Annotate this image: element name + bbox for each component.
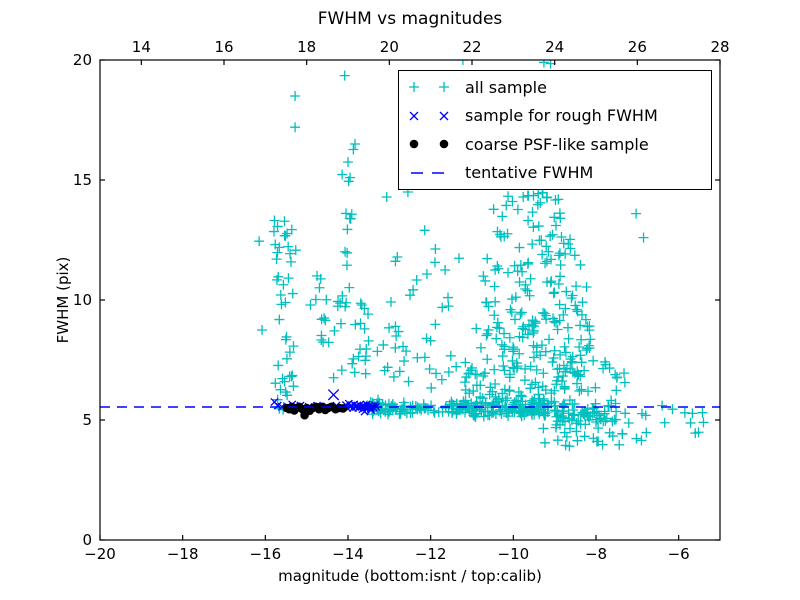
dot-markers-icon <box>405 137 457 151</box>
tick-label: 18 <box>297 38 316 56</box>
tick-label: −16 <box>250 545 282 563</box>
legend: all sample sample for rough FWHM coarse … <box>398 70 712 190</box>
x-markers-icon <box>405 109 457 123</box>
tick-label: −12 <box>415 545 447 563</box>
tick-label: −8 <box>585 545 607 563</box>
tick-label: −10 <box>498 545 530 563</box>
chart-title: FWHM vs magnitudes <box>317 9 503 29</box>
tick-label: −14 <box>332 545 364 563</box>
tick-label: 15 <box>73 171 92 189</box>
tick-label: 26 <box>628 38 647 56</box>
tick-label: 22 <box>462 38 481 56</box>
tick-label: 14 <box>132 38 151 56</box>
tick-label: 28 <box>710 38 729 56</box>
tick-label: −18 <box>167 545 199 563</box>
legend-item: tentative FWHM <box>399 159 711 188</box>
axis-tick-labels: −20 −18 −16 −14 −12 −10 −8 −6 14 16 18 20 22 24 26 28 0 5… <box>73 38 730 563</box>
legend-item: all sample <box>399 73 711 102</box>
legend-item-label: tentative FWHM <box>465 163 594 183</box>
y-axis-label: FWHM (pix) <box>54 256 72 344</box>
plus-markers-icon <box>405 80 457 94</box>
tick-label: 16 <box>214 38 233 56</box>
plot-frame <box>99 59 721 541</box>
tick-label: 24 <box>545 38 564 56</box>
legend-item: coarse PSF-like sample <box>399 130 711 159</box>
tick-label: −6 <box>668 545 690 563</box>
legend-item: sample for rough FWHM <box>399 102 711 131</box>
dashed-line-icon <box>405 166 457 180</box>
legend-item-label: coarse PSF-like sample <box>465 134 649 154</box>
tick-label: 0 <box>82 531 92 549</box>
tick-label: 20 <box>73 51 92 69</box>
x-axis-label: magnitude (bottom:isnt / top:calib) <box>278 567 542 585</box>
legend-item-label: sample for rough FWHM <box>465 106 658 126</box>
tick-label: −20 <box>84 545 116 563</box>
tick-label: 20 <box>380 38 399 56</box>
tick-label: 10 <box>73 291 92 309</box>
tick-label: 5 <box>82 411 92 429</box>
scatter-points-layer <box>254 60 709 452</box>
legend-item-label: all sample <box>465 77 547 97</box>
